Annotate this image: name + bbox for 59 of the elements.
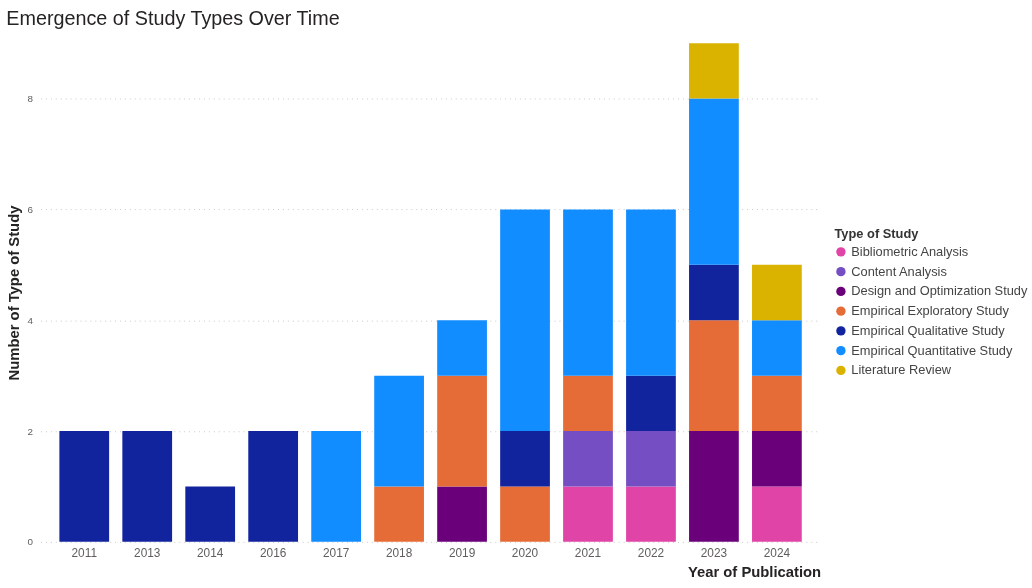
bar xyxy=(689,43,739,99)
bar xyxy=(59,431,110,542)
bar xyxy=(374,375,424,487)
bar xyxy=(248,431,299,542)
bar xyxy=(500,431,550,487)
bar xyxy=(626,431,676,487)
y-tick-label: 4 xyxy=(27,314,34,326)
chart-title: Emergence of Study Types Over Time xyxy=(6,7,340,30)
y-tick-label: 0 xyxy=(27,536,34,548)
bar xyxy=(752,320,802,376)
x-tick-label: 2013 xyxy=(134,546,161,561)
bar xyxy=(563,375,613,432)
y-tick-label: 8 xyxy=(27,93,34,105)
bar xyxy=(689,320,739,432)
bar xyxy=(185,486,236,542)
y-tick-label: 6 xyxy=(27,203,34,215)
x-tick-label: 2016 xyxy=(259,546,287,561)
bar xyxy=(563,431,613,487)
bar xyxy=(122,431,173,542)
bar xyxy=(626,375,676,432)
x-tick-label: 2023 xyxy=(700,546,728,561)
bar xyxy=(437,486,487,542)
y-tick-label: 2 xyxy=(27,425,34,437)
x-tick-label: 2019 xyxy=(448,546,476,561)
x-axis-title: Year of Publication xyxy=(687,563,822,580)
legend-label: Empirical Exploratory Study xyxy=(851,303,1010,319)
x-tick-label: 2024 xyxy=(763,546,791,561)
bar xyxy=(626,486,676,542)
legend-label: Empirical Quantitative Study xyxy=(851,342,1013,358)
bar xyxy=(689,264,739,321)
x-tick-label: 2021 xyxy=(574,546,602,561)
bar xyxy=(752,431,802,487)
legend-label: Empirical Qualitative Study xyxy=(851,322,1006,338)
bar xyxy=(563,209,613,376)
bar xyxy=(311,431,361,542)
bar xyxy=(689,98,739,265)
bar xyxy=(689,431,739,542)
legend-label: Design and Optimization Study xyxy=(851,283,1028,299)
bar xyxy=(752,486,802,542)
bar xyxy=(437,375,487,487)
legend-label: Content Analysis xyxy=(851,263,947,279)
bar xyxy=(500,209,550,432)
bar xyxy=(752,264,802,321)
x-tick-label: 2018 xyxy=(385,546,413,561)
x-tick-label: 2011 xyxy=(71,546,98,561)
bar xyxy=(500,486,550,542)
x-tick-label: 2017 xyxy=(322,546,350,561)
bar xyxy=(563,486,613,542)
bar xyxy=(374,486,424,542)
bar xyxy=(752,375,802,432)
x-tick-label: 2022 xyxy=(637,546,665,561)
bar xyxy=(626,209,676,376)
x-tick-label: 2020 xyxy=(511,546,539,561)
legend-label: Literature Review xyxy=(851,362,952,378)
x-tick-label: 2014 xyxy=(197,546,224,561)
legend-label: Bibliometric Analysis xyxy=(851,243,969,259)
y-axis-title: Number of Type of Study xyxy=(5,204,22,381)
bar xyxy=(437,320,487,376)
legend-title: Type of Study xyxy=(834,225,920,241)
